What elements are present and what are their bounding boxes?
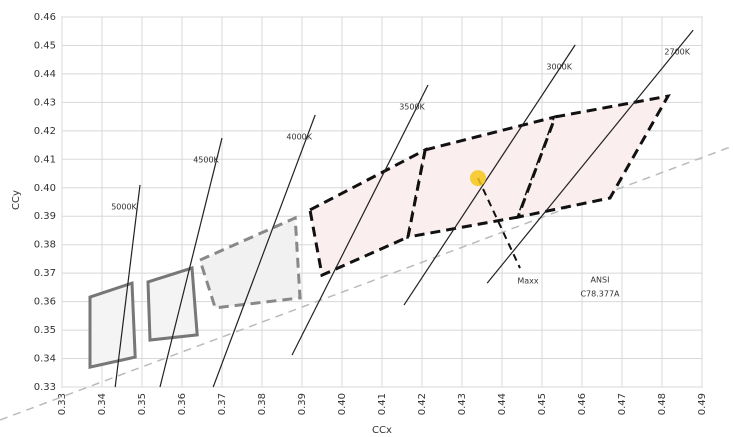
bin-quadrangle [308, 147, 428, 278]
x-tick-label: 0.43 [457, 393, 468, 415]
y-tick-label: 0.38 [34, 240, 56, 251]
x-tick-label: 0.48 [657, 393, 668, 415]
point-label: Maxx [517, 277, 539, 286]
isotherm-line [291, 84, 429, 356]
y-tick-label: 0.40 [34, 183, 56, 194]
isotherm-label: 3500K [399, 103, 425, 112]
bin-quadrangle [198, 215, 302, 310]
x-tick-label: 0.36 [177, 393, 188, 415]
reference-locus [0, 145, 733, 421]
x-tick-label: 0.39 [297, 393, 308, 415]
x-tick-label: 0.49 [697, 393, 708, 415]
x-tick-label: 0.33 [57, 393, 68, 415]
x-axis-label: CCx [372, 425, 392, 436]
y-tick-label: 0.35 [34, 325, 56, 336]
isotherm-label: 2700K [664, 48, 690, 57]
x-tick-label: 0.37 [217, 393, 228, 415]
y-tick-label: 0.37 [34, 268, 56, 279]
annotation: ANSI [591, 276, 610, 285]
y-tick-label: 0.45 [34, 40, 56, 51]
isotherm-line [403, 44, 576, 306]
x-tick-label: 0.47 [617, 393, 628, 415]
y-axis-label: CCy [11, 190, 22, 210]
isotherm-label: 5000K [111, 202, 137, 211]
y-tick-label: 0.34 [34, 354, 56, 365]
bin-quadrangle [146, 266, 199, 342]
bin-quadrangle [515, 94, 671, 220]
isotherm-label: 4000K [286, 132, 312, 141]
x-tick-label: 0.34 [97, 393, 108, 415]
isotherm-line [159, 137, 223, 388]
y-tick-label: 0.46 [34, 12, 56, 23]
x-tick-label: 0.41 [377, 393, 388, 415]
isotherm-line [114, 184, 141, 388]
bin-quadrangle [88, 281, 137, 369]
annotation: C78.377A [580, 290, 620, 299]
y-tick-label: 0.41 [34, 154, 56, 165]
highlight-point [470, 170, 486, 187]
x-tick-label: 0.46 [577, 393, 588, 415]
isotherm-line [486, 29, 694, 284]
isotherm-label: 3000K [546, 62, 572, 71]
x-tick-label: 0.45 [537, 393, 548, 415]
x-tick-label: 0.42 [417, 393, 428, 415]
y-tick-label: 0.43 [34, 97, 56, 108]
x-tick-label: 0.38 [257, 393, 268, 415]
pointer-arrow [477, 177, 521, 269]
isotherm-label: 4500K [193, 155, 219, 164]
x-tick-label: 0.40 [337, 393, 348, 415]
x-tick-label: 0.35 [137, 393, 148, 415]
y-tick-label: 0.44 [34, 69, 56, 80]
isotherm-line [212, 114, 316, 388]
y-tick-label: 0.42 [34, 126, 56, 137]
y-tick-label: 0.36 [34, 297, 56, 308]
y-tick-label: 0.39 [34, 211, 56, 222]
y-tick-label: 0.33 [34, 382, 56, 393]
x-tick-label: 0.44 [497, 393, 508, 415]
